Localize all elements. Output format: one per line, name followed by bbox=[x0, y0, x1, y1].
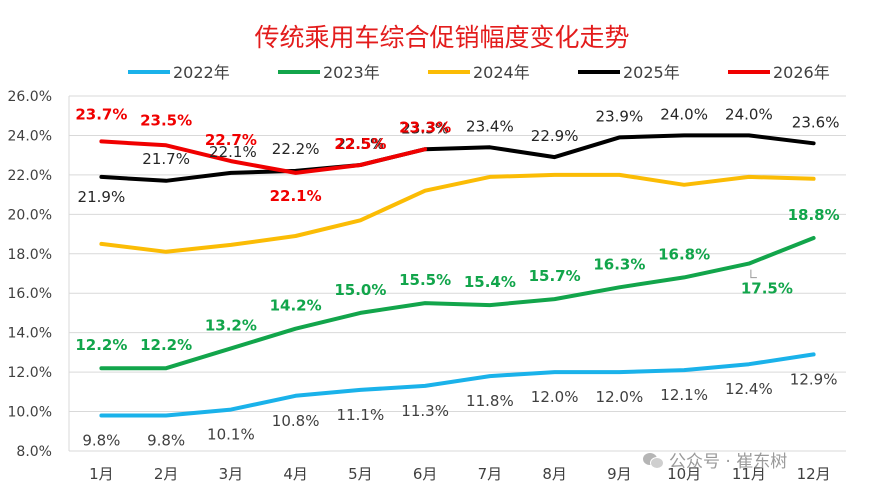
y-tick-label: 16.0% bbox=[8, 286, 52, 302]
x-tick-label: 4月 bbox=[283, 465, 308, 483]
x-tick-label: 8月 bbox=[542, 465, 567, 483]
data-label: 10.8% bbox=[272, 412, 320, 430]
x-tick-label: 3月 bbox=[219, 465, 244, 483]
watermark: 公众号 · 崔东树 bbox=[643, 447, 787, 472]
y-tick-label: 20.0% bbox=[8, 207, 52, 223]
data-label: 15.4% bbox=[464, 273, 516, 291]
data-label: 22.5% bbox=[337, 135, 385, 153]
x-tick-label: 9月 bbox=[607, 465, 632, 483]
legend-entry: 2022年 bbox=[128, 63, 230, 82]
y-tick-label: 18.0% bbox=[8, 247, 52, 263]
data-label: 23.7% bbox=[75, 105, 127, 123]
data-label: 17.5% bbox=[741, 280, 793, 298]
data-label: 22.9% bbox=[531, 127, 579, 145]
legend-label: 2023年 bbox=[323, 63, 380, 82]
data-label: 23.4% bbox=[466, 117, 514, 135]
series-line-2026年 bbox=[99, 139, 428, 175]
data-label: 15.7% bbox=[529, 267, 581, 285]
watermark-text: 公众号 · 崔东树 bbox=[669, 452, 788, 472]
legend-entry: 2023年 bbox=[278, 63, 380, 82]
data-label: 23.5% bbox=[140, 111, 192, 129]
data-label: 24.0% bbox=[725, 105, 773, 123]
legend-label: 2024年 bbox=[473, 63, 530, 82]
data-label: 23.3% bbox=[399, 118, 451, 136]
data-label: 22.1% bbox=[209, 143, 257, 161]
data-label: 11.8% bbox=[466, 392, 514, 410]
series-line-2025年 bbox=[99, 133, 816, 183]
data-label: 22.1% bbox=[270, 187, 322, 205]
x-tick-label: 11月 bbox=[732, 465, 766, 483]
data-label: 11.1% bbox=[337, 406, 385, 424]
data-label: 9.8% bbox=[82, 432, 120, 450]
data-label: 12.2% bbox=[75, 336, 127, 354]
x-tick-label: 6月 bbox=[413, 465, 438, 483]
legend-label: 2025年 bbox=[623, 63, 680, 82]
y-tick-label: 26.0% bbox=[8, 89, 52, 105]
data-label: 16.3% bbox=[593, 255, 645, 273]
wechat-icon bbox=[643, 451, 664, 469]
data-label: 21.7% bbox=[142, 150, 190, 168]
leader-line bbox=[750, 269, 757, 279]
y-tick-label: 12.0% bbox=[8, 365, 52, 381]
data-label: 16.8% bbox=[658, 245, 710, 263]
chart-title: 传统乘用车综合促销幅度变化走势 bbox=[254, 23, 629, 52]
data-label: 9.8% bbox=[147, 432, 185, 450]
series-line-2024年 bbox=[99, 172, 816, 254]
legend-entry: 2024年 bbox=[428, 63, 530, 82]
data-label: 12.0% bbox=[531, 388, 579, 406]
legend-label: 2026年 bbox=[773, 63, 830, 82]
x-tick-label: 5月 bbox=[348, 465, 373, 483]
y-tick-label: 8.0% bbox=[16, 444, 52, 460]
data-label: 23.9% bbox=[596, 107, 644, 125]
data-label: 22.2% bbox=[272, 140, 320, 158]
data-label: 12.4% bbox=[725, 380, 773, 398]
legend-entry: 2025年 bbox=[578, 63, 680, 82]
data-label: 12.2% bbox=[140, 336, 192, 354]
data-label: 15.5% bbox=[399, 271, 451, 289]
series-line-2022年 bbox=[99, 352, 816, 418]
data-label: 23.6% bbox=[792, 113, 840, 131]
y-tick-label: 14.0% bbox=[8, 326, 52, 342]
data-label: 12.9% bbox=[790, 370, 838, 388]
data-label: 10.1% bbox=[207, 426, 255, 444]
data-label: 24.0% bbox=[660, 105, 708, 123]
data-label: 22.5% bbox=[334, 135, 386, 153]
series-line-2023年 bbox=[99, 236, 816, 371]
data-label: 11.3% bbox=[401, 402, 449, 420]
data-label: 18.8% bbox=[788, 206, 840, 224]
x-tick-label: 7月 bbox=[478, 465, 503, 483]
data-label: 21.9% bbox=[78, 188, 126, 206]
x-tick-label: 10月 bbox=[667, 465, 701, 483]
data-label: 12.1% bbox=[660, 386, 708, 404]
x-tick-label: 12月 bbox=[797, 465, 831, 483]
y-tick-label: 10.0% bbox=[8, 405, 52, 421]
y-tick-label: 24.0% bbox=[8, 128, 52, 144]
data-label: 12.0% bbox=[596, 388, 644, 406]
data-label: 22.7% bbox=[205, 131, 257, 149]
y-tick-label: 22.0% bbox=[8, 168, 52, 184]
x-tick-label: 1月 bbox=[89, 465, 114, 483]
data-label: 13.2% bbox=[205, 316, 257, 334]
legend-entry: 2026年 bbox=[728, 63, 830, 82]
legend-label: 2022年 bbox=[173, 63, 230, 82]
x-tick-label: 2月 bbox=[154, 465, 179, 483]
data-label: 14.2% bbox=[270, 297, 322, 315]
data-label: 15.0% bbox=[334, 281, 386, 299]
data-label: 23.3% bbox=[401, 119, 449, 137]
